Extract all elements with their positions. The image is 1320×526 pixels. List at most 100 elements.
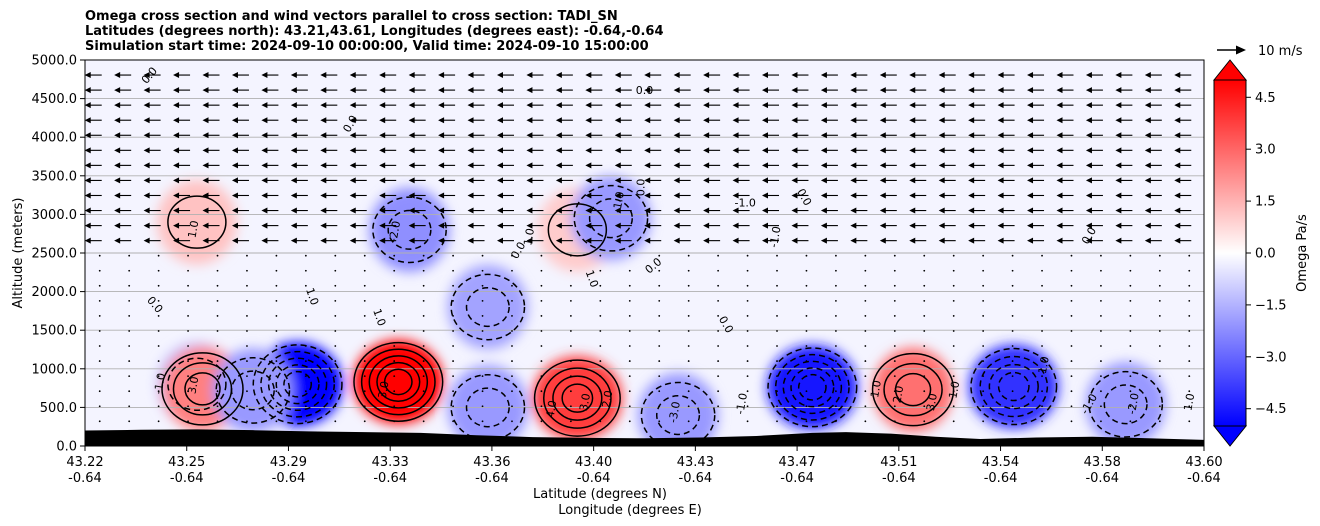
wind-vector-head bbox=[1085, 117, 1092, 124]
wind-vector bbox=[952, 360, 955, 362]
wind-vector bbox=[422, 284, 425, 287]
wind-vector-head bbox=[1056, 177, 1063, 184]
wind-vector-head bbox=[968, 72, 975, 79]
wind-vector bbox=[1100, 315, 1102, 317]
wind-vector-head bbox=[938, 87, 945, 94]
wind-vector bbox=[717, 315, 720, 317]
wind-vector-head bbox=[1085, 207, 1092, 214]
wind-vector bbox=[128, 420, 131, 423]
wind-vector bbox=[1041, 390, 1043, 393]
wind-vector-head bbox=[1027, 117, 1034, 124]
wind-vector-head bbox=[467, 117, 474, 124]
wind-vector-head bbox=[202, 147, 209, 154]
x-tick-label-lat: 43.43 bbox=[677, 455, 714, 470]
wind-vector-head bbox=[1144, 177, 1151, 184]
wind-vector-head bbox=[938, 132, 945, 139]
contour-label: -3.0 bbox=[666, 400, 683, 423]
contour-line bbox=[790, 367, 835, 408]
wind-vector bbox=[1100, 269, 1102, 272]
wind-vector-head bbox=[820, 207, 827, 214]
wind-vector bbox=[864, 299, 867, 302]
wind-vector-head bbox=[673, 147, 680, 154]
wind-vector-head bbox=[585, 87, 592, 94]
wind-vector bbox=[952, 375, 955, 378]
wind-vector bbox=[628, 299, 631, 302]
wind-vector-head bbox=[114, 192, 121, 199]
wind-vector-head bbox=[290, 102, 297, 109]
wind-vector-head bbox=[231, 192, 238, 199]
y-tick-label: 3000.0 bbox=[32, 208, 78, 223]
wind-vector bbox=[128, 375, 131, 378]
omega-cell bbox=[447, 365, 528, 446]
wind-vector-head bbox=[1115, 87, 1122, 94]
wind-vector-head bbox=[673, 72, 680, 79]
wind-vector bbox=[864, 405, 867, 408]
contour-line bbox=[275, 364, 320, 405]
wind-vector bbox=[128, 299, 131, 302]
wind-vector-head bbox=[496, 147, 503, 154]
wind-vector bbox=[599, 254, 602, 257]
wind-vector-head bbox=[349, 192, 356, 199]
wind-vector-head bbox=[938, 117, 945, 124]
wind-vector bbox=[893, 360, 896, 362]
wind-vector-head bbox=[644, 102, 651, 109]
wind-vector bbox=[275, 390, 278, 393]
wind-vector bbox=[304, 405, 307, 408]
x-tick-label-lon: -0.64 bbox=[577, 471, 611, 486]
wind-vector-head bbox=[968, 207, 975, 214]
wind-vector-head bbox=[408, 147, 415, 154]
wind-vector-head bbox=[791, 207, 798, 214]
wind-vector bbox=[893, 330, 896, 332]
y-axis-label: Altitude (meters) bbox=[11, 198, 26, 309]
wind-vector-head bbox=[673, 102, 680, 109]
wind-vector-head bbox=[1174, 177, 1181, 184]
wind-vector-head bbox=[349, 102, 356, 109]
wind-vector-head bbox=[320, 102, 327, 109]
wind-vector bbox=[481, 284, 484, 287]
wind-vector-head bbox=[968, 102, 975, 109]
wind-vector bbox=[393, 375, 396, 378]
wind-vector-head bbox=[791, 147, 798, 154]
colorbar-label: Omega Pa/s bbox=[1295, 214, 1310, 292]
wind-vector bbox=[1100, 405, 1102, 408]
wind-vector-head bbox=[85, 132, 91, 139]
wind-vector bbox=[1070, 284, 1073, 287]
wind-vector bbox=[952, 254, 955, 257]
wind-vector-head bbox=[555, 102, 562, 109]
wind-vector bbox=[1158, 254, 1161, 257]
wind-vector-head bbox=[762, 177, 769, 184]
wind-vector-head bbox=[408, 192, 415, 199]
wind-vector-head bbox=[320, 177, 327, 184]
wind-vector bbox=[187, 330, 189, 332]
wind-vector-head bbox=[349, 72, 356, 79]
wind-vector bbox=[1188, 254, 1191, 257]
wind-vector-head bbox=[968, 162, 975, 169]
wind-vector-head bbox=[644, 87, 651, 94]
wind-vector bbox=[363, 315, 366, 317]
wind-vector bbox=[422, 360, 425, 362]
omega-cell bbox=[447, 265, 528, 350]
wind-vector-head bbox=[997, 117, 1004, 124]
wind-vector-head bbox=[1056, 117, 1063, 124]
wind-vector bbox=[540, 390, 543, 393]
colorbar-extend-top bbox=[1212, 59, 1248, 81]
wind-vector-head bbox=[555, 207, 562, 214]
wind-vector bbox=[776, 299, 778, 302]
wind-vector-head bbox=[114, 147, 121, 154]
wind-vector-head bbox=[614, 72, 621, 79]
wind-vector bbox=[98, 330, 101, 332]
wind-vector bbox=[952, 269, 955, 272]
wind-vector-head bbox=[526, 87, 533, 94]
wind-vector bbox=[835, 420, 837, 423]
wind-vector bbox=[98, 269, 101, 272]
wind-vector bbox=[569, 269, 572, 272]
quiver-key-label: 10 m/s bbox=[1258, 44, 1303, 59]
wind-vector-head bbox=[909, 147, 916, 154]
wind-vector-head bbox=[143, 147, 150, 154]
wind-vector bbox=[1041, 254, 1043, 257]
wind-vector bbox=[893, 390, 896, 393]
wind-vector bbox=[776, 315, 778, 317]
wind-vector bbox=[569, 405, 572, 408]
wind-vector bbox=[893, 315, 896, 317]
wind-vector-head bbox=[496, 207, 503, 214]
